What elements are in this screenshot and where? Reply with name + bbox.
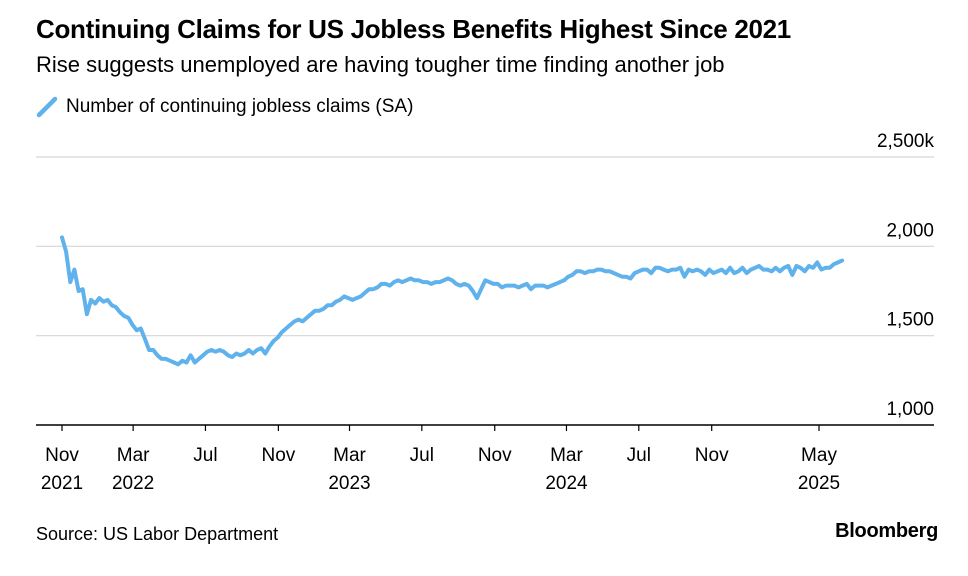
x-tick-year-label: 2024 (545, 473, 588, 494)
y-tick-label: 2,500k (877, 131, 935, 152)
x-tick-label: May (801, 445, 837, 466)
x-tick-year-label: 2022 (112, 473, 154, 494)
x-tick-year-label: 2021 (41, 473, 83, 494)
chart-title: Continuing Claims for US Jobless Benefit… (36, 14, 791, 44)
x-tick-year-label: 2025 (798, 473, 840, 494)
x-tick-label: Jul (193, 445, 217, 466)
x-tick-label: Nov (478, 445, 512, 466)
legend: Number of continuing jobless claims (SA) (36, 96, 413, 118)
x-tick-label: Nov (45, 445, 79, 466)
x-tick-label: Jul (627, 445, 651, 466)
x-tick-label: Mar (550, 445, 583, 466)
x-tick-label: Nov (695, 445, 729, 466)
y-tick-label: 1,000 (886, 399, 934, 420)
source-note: Source: US Labor Department (36, 524, 279, 544)
chart-subtitle: Rise suggests unemployed are having toug… (36, 52, 725, 77)
y-tick-label: 1,500 (886, 310, 934, 331)
bloomberg-logo: Bloomberg (835, 520, 938, 542)
legend-label: Number of continuing jobless claims (SA) (66, 96, 414, 117)
y-tick-label: 2,000 (886, 220, 934, 241)
series-line (60, 235, 845, 367)
x-tick-label: Nov (261, 445, 295, 466)
x-tick-label: Mar (117, 445, 150, 466)
x-tick-year-label: 2023 (328, 473, 370, 494)
legend-swatch-icon (36, 96, 58, 118)
x-tick-label: Mar (333, 445, 366, 466)
x-tick-label: Jul (410, 445, 434, 466)
